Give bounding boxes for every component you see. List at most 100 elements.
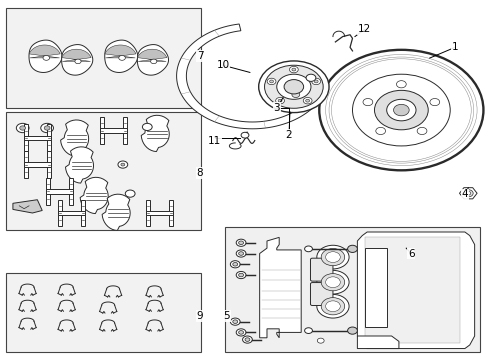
Polygon shape	[46, 189, 73, 194]
Circle shape	[245, 338, 250, 341]
Circle shape	[347, 245, 357, 252]
Polygon shape	[62, 45, 93, 75]
Circle shape	[376, 127, 386, 135]
Circle shape	[396, 81, 406, 88]
Polygon shape	[81, 199, 85, 226]
Circle shape	[319, 50, 484, 170]
Circle shape	[239, 241, 244, 244]
Circle shape	[305, 328, 313, 333]
Text: 1: 1	[452, 42, 459, 52]
Circle shape	[317, 270, 349, 294]
Bar	[5, 8, 201, 108]
Circle shape	[318, 338, 324, 343]
Bar	[225, 226, 480, 352]
Text: 10: 10	[217, 60, 230, 70]
Polygon shape	[13, 200, 42, 213]
Text: 12: 12	[358, 24, 371, 35]
Polygon shape	[99, 117, 103, 144]
FancyBboxPatch shape	[311, 258, 333, 281]
Polygon shape	[99, 129, 126, 133]
Polygon shape	[138, 49, 167, 62]
Text: 6: 6	[408, 248, 415, 258]
Circle shape	[312, 78, 320, 85]
Polygon shape	[169, 199, 173, 226]
Polygon shape	[62, 49, 91, 62]
Polygon shape	[365, 248, 387, 327]
Circle shape	[259, 61, 329, 113]
Polygon shape	[105, 40, 138, 72]
Circle shape	[430, 99, 440, 106]
Circle shape	[236, 329, 246, 336]
Circle shape	[243, 336, 252, 343]
Circle shape	[278, 99, 282, 102]
Circle shape	[317, 245, 349, 269]
Polygon shape	[29, 45, 60, 58]
Polygon shape	[66, 147, 94, 183]
Polygon shape	[137, 45, 169, 75]
Circle shape	[20, 126, 25, 130]
Circle shape	[236, 250, 246, 257]
Circle shape	[326, 277, 340, 288]
Circle shape	[347, 327, 357, 334]
Circle shape	[306, 99, 310, 102]
Circle shape	[306, 74, 316, 81]
Circle shape	[270, 80, 273, 83]
Polygon shape	[24, 124, 28, 151]
Circle shape	[292, 68, 296, 71]
Circle shape	[321, 274, 344, 291]
Circle shape	[284, 80, 304, 94]
Circle shape	[363, 99, 373, 106]
Polygon shape	[46, 178, 50, 205]
Polygon shape	[61, 120, 89, 156]
Polygon shape	[69, 178, 73, 205]
Polygon shape	[24, 162, 51, 167]
Circle shape	[277, 74, 311, 99]
Circle shape	[44, 126, 50, 130]
Circle shape	[125, 190, 135, 197]
Polygon shape	[47, 151, 51, 178]
Circle shape	[41, 123, 53, 133]
Bar	[5, 273, 201, 352]
Circle shape	[321, 298, 344, 315]
Polygon shape	[29, 40, 62, 72]
Polygon shape	[80, 177, 108, 213]
Bar	[5, 112, 201, 230]
Polygon shape	[141, 115, 169, 152]
Circle shape	[417, 127, 427, 135]
Circle shape	[239, 273, 244, 277]
Polygon shape	[122, 117, 126, 144]
Circle shape	[43, 55, 49, 60]
Polygon shape	[357, 336, 399, 348]
Polygon shape	[365, 237, 460, 343]
Circle shape	[326, 301, 340, 312]
Circle shape	[75, 59, 81, 64]
Circle shape	[317, 294, 349, 318]
Circle shape	[393, 104, 409, 116]
Circle shape	[387, 99, 416, 121]
Circle shape	[241, 132, 249, 138]
Polygon shape	[146, 199, 150, 226]
Circle shape	[143, 123, 152, 131]
Circle shape	[352, 74, 450, 146]
Polygon shape	[102, 194, 130, 230]
Polygon shape	[24, 151, 28, 178]
Circle shape	[118, 161, 128, 168]
Circle shape	[150, 59, 157, 64]
Polygon shape	[105, 45, 136, 58]
Circle shape	[374, 90, 428, 130]
Circle shape	[119, 55, 125, 60]
Text: 7: 7	[197, 51, 203, 61]
Circle shape	[305, 246, 313, 252]
Circle shape	[267, 78, 276, 85]
Circle shape	[230, 318, 240, 325]
Text: 2: 2	[286, 130, 293, 140]
Polygon shape	[357, 232, 475, 348]
Circle shape	[464, 190, 473, 197]
Circle shape	[121, 163, 125, 166]
Circle shape	[230, 261, 240, 268]
Circle shape	[321, 248, 344, 266]
Polygon shape	[260, 237, 301, 338]
Circle shape	[236, 271, 246, 279]
Polygon shape	[146, 211, 173, 215]
Polygon shape	[460, 188, 477, 199]
